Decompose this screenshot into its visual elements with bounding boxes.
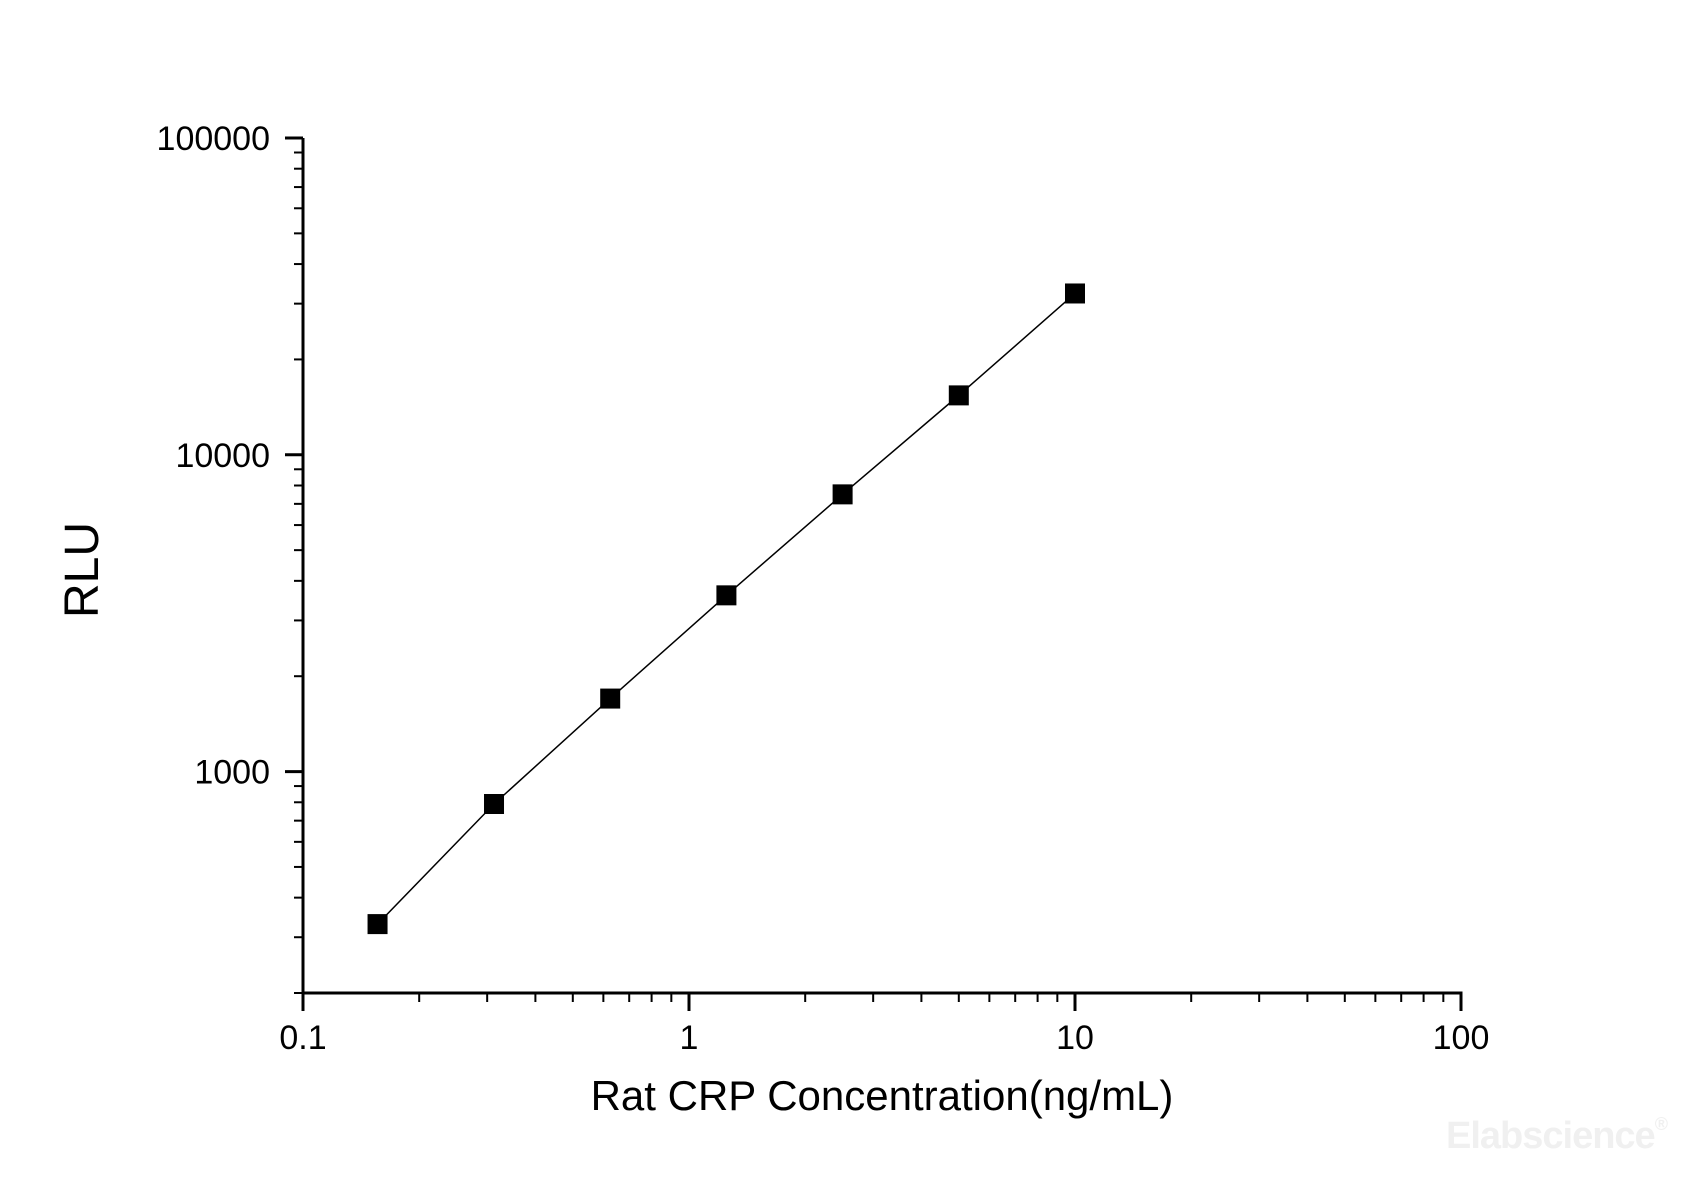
watermark: Elabscience® [1446,1114,1668,1158]
data-point-marker [1065,283,1085,304]
data-point-marker [716,585,737,606]
y-tick-label: 1000 [194,754,270,792]
registered-trademark-icon: ® [1654,1114,1668,1134]
data-point-marker [484,794,505,815]
series-line [377,292,1076,925]
y-axis-title: RLU [56,521,109,619]
x-tick-label: 0.1 [279,1019,326,1057]
x-tick-label: 100 [1433,1019,1490,1057]
y-tick-label: 100000 [157,120,270,158]
x-tick-label: 10 [1056,1019,1094,1057]
y-tick-label: 10000 [175,437,270,475]
data-point-marker [832,484,853,505]
data-point-marker [367,914,388,935]
watermark-text: Elabscience [1446,1115,1656,1157]
x-tick-label: 1 [680,1019,699,1057]
x-axis-title: Rat CRP Concentration(ng/mL) [590,1072,1174,1119]
data-point-marker [600,688,621,709]
data-point-marker [948,385,969,406]
